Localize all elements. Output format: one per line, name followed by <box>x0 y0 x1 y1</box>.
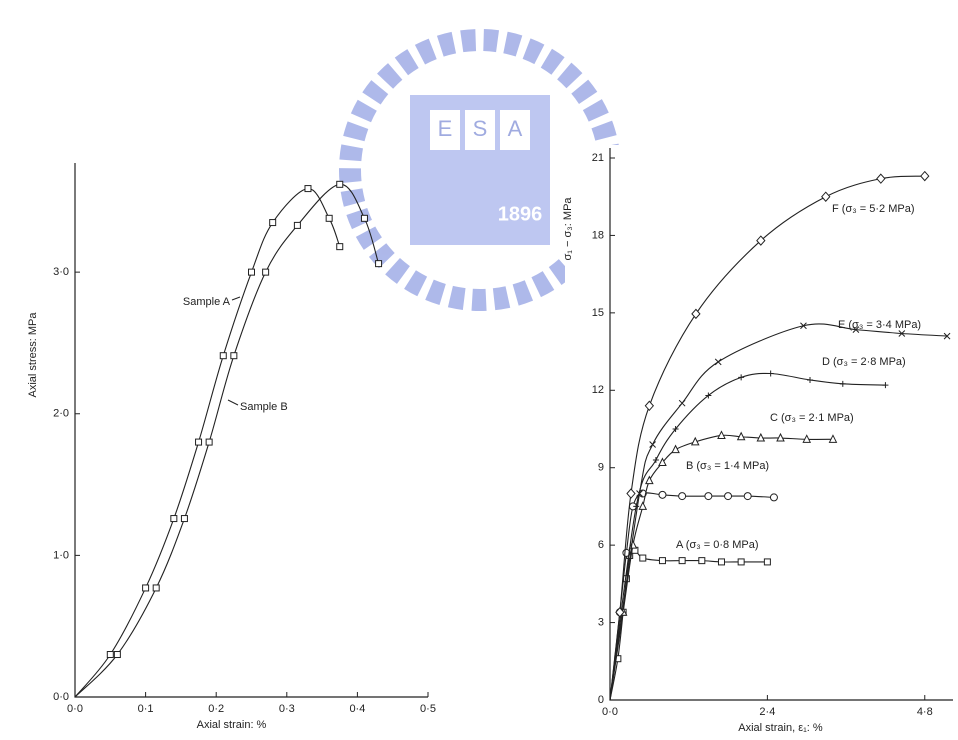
marker <box>171 516 177 522</box>
marker <box>725 493 732 500</box>
marker <box>744 493 751 500</box>
marker <box>679 493 686 500</box>
marker <box>263 269 269 275</box>
marker <box>143 585 149 591</box>
y-tick-label: 12 <box>592 384 604 396</box>
watermark-letter: S <box>473 116 488 141</box>
watermark-year: 1896 <box>498 203 543 225</box>
marker <box>770 494 777 501</box>
series-label: B (σ₃ = 1·4 MPa) <box>686 460 769 472</box>
marker <box>294 222 300 228</box>
series-label: E (σ₃ = 3·4 MPa) <box>838 319 921 331</box>
marker <box>305 186 311 192</box>
x-tick-label: 0·2 <box>208 703 224 715</box>
marker <box>640 555 646 561</box>
marker <box>659 558 665 564</box>
marker <box>705 493 712 500</box>
series-label: D (σ₃ = 2·8 MPa) <box>822 356 906 368</box>
watermark-letter: A <box>508 116 523 141</box>
y-tick-label: 21 <box>592 152 604 164</box>
y-tick-label: 3·0 <box>53 266 69 278</box>
x-tick-label: 0·1 <box>138 703 154 715</box>
marker <box>196 439 202 445</box>
marker <box>699 558 705 564</box>
y-tick-label: 1·0 <box>53 549 69 561</box>
y-axis-label: Axial stress: MPa <box>27 312 39 398</box>
marker <box>718 559 724 565</box>
marker <box>206 439 212 445</box>
axes <box>75 163 428 697</box>
marker <box>659 491 666 498</box>
marker <box>181 516 187 522</box>
figure: E S A 1896 0·00·10·20·30·40·50·01·02·03·… <box>0 0 958 740</box>
marker <box>107 652 113 658</box>
leader-line <box>232 297 240 300</box>
marker <box>764 559 770 565</box>
series-label: Sample A <box>183 296 231 308</box>
y-tick-label: 0·0 <box>53 691 69 703</box>
y-tick-label: 18 <box>592 229 604 241</box>
x-tick-label: 2·4 <box>759 706 775 718</box>
y-tick-label: 2·0 <box>53 408 69 420</box>
marker <box>679 558 685 564</box>
series-label: Sample B <box>240 401 288 413</box>
marker <box>337 244 343 250</box>
marker <box>270 220 276 226</box>
x-axis-label: Axial strain, ε₁: % <box>738 722 823 734</box>
watermark-letter: E <box>438 116 453 141</box>
marker <box>231 353 237 359</box>
marker <box>337 181 343 187</box>
series-label: F (σ₃ = 5·2 MPa) <box>832 203 914 215</box>
x-tick-label: 4·8 <box>917 706 933 718</box>
marker <box>153 585 159 591</box>
y-tick-label: 3 <box>598 616 604 628</box>
marker <box>376 261 382 267</box>
marker <box>738 559 744 565</box>
marker <box>361 215 367 221</box>
series-label: C (σ₃ = 2·1 MPa) <box>770 412 854 424</box>
y-tick-label: 15 <box>592 307 604 319</box>
y-tick-label: 0 <box>598 694 604 706</box>
x-tick-label: 0·4 <box>349 703 365 715</box>
marker <box>114 652 120 658</box>
x-tick-label: 0·5 <box>420 703 436 715</box>
x-tick-label: 0·0 <box>67 703 83 715</box>
marker <box>220 353 226 359</box>
y-tick-label: 9 <box>598 462 604 474</box>
series-line <box>75 184 379 697</box>
series-label: A (σ₃ = 0·8 MPa) <box>676 539 759 551</box>
marker <box>326 215 332 221</box>
y-tick-label: 6 <box>598 539 604 551</box>
series <box>75 181 382 697</box>
x-axis-label: Axial strain: % <box>197 719 267 731</box>
x-tick-label: 0·3 <box>279 703 295 715</box>
marker <box>249 269 255 275</box>
leader-line <box>228 400 238 405</box>
y-axis-label: σ₁ − σ₃: MPa <box>562 197 574 261</box>
right-panel <box>565 145 958 740</box>
x-tick-label: 0·0 <box>602 706 618 718</box>
